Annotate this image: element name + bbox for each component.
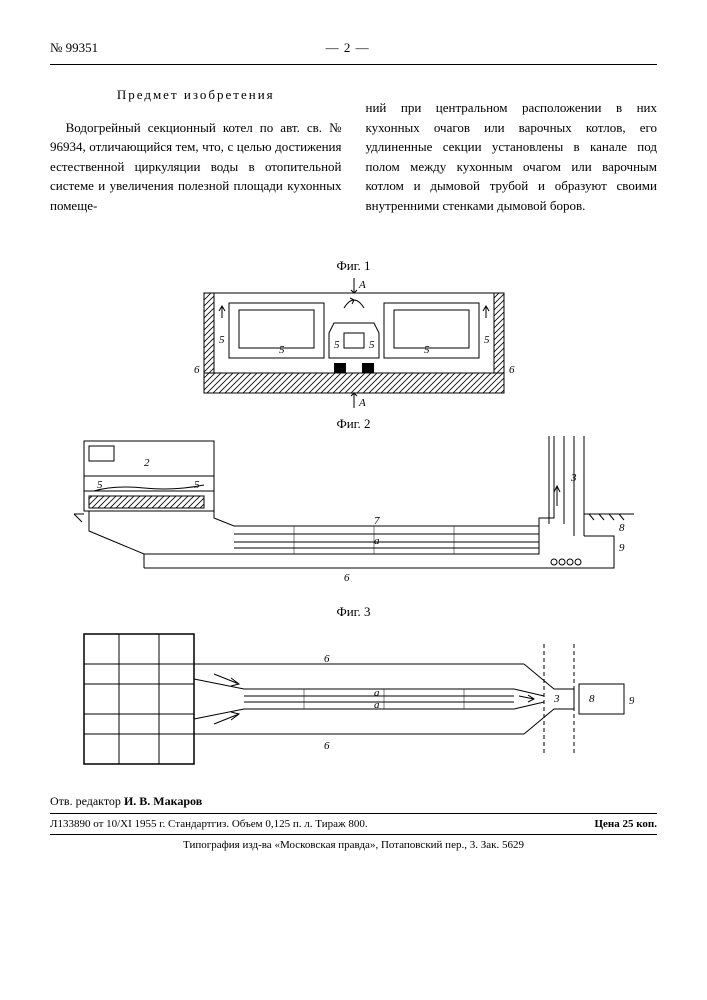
svg-text:9: 9 bbox=[629, 695, 634, 707]
svg-text:7: 7 bbox=[374, 515, 380, 527]
subject-title: Предмет изобретения bbox=[50, 85, 342, 105]
claim-right: ний при центральном расположении в них к… bbox=[366, 98, 658, 215]
svg-text:a: a bbox=[374, 535, 380, 547]
editor-name: И. В. Макаров bbox=[124, 794, 202, 808]
page-number: — 2 — bbox=[326, 40, 370, 56]
fig1-caption: Фиг. 1 bbox=[50, 258, 657, 274]
svg-text:6: 6 bbox=[509, 364, 515, 376]
header-rule bbox=[50, 64, 657, 65]
fig3-caption: Фиг. 3 bbox=[50, 604, 657, 620]
footer-price: Цена 25 коп. bbox=[594, 818, 657, 830]
svg-text:8: 8 bbox=[589, 693, 595, 705]
svg-text:5: 5 bbox=[97, 479, 103, 491]
svg-text:6: 6 bbox=[324, 740, 330, 752]
svg-text:6: 6 bbox=[194, 364, 200, 376]
fig1-label-A-top: A bbox=[358, 279, 366, 291]
svg-text:2: 2 bbox=[144, 457, 150, 469]
footer-line1-left: Л133890 от 10/XI 1955 г. Стандартгиз. Об… bbox=[50, 818, 368, 830]
footer-typography: Типография изд-ва «Московская правда», П… bbox=[50, 839, 657, 851]
svg-text:5: 5 bbox=[369, 339, 375, 351]
svg-text:3: 3 bbox=[553, 693, 560, 705]
fig3-svg: 6 6 a a 3 8 9 bbox=[74, 624, 634, 774]
fig2-caption: Фиг. 2 bbox=[50, 416, 657, 432]
svg-text:5: 5 bbox=[194, 479, 200, 491]
svg-text:3: 3 bbox=[570, 472, 577, 484]
svg-text:5: 5 bbox=[484, 334, 490, 346]
svg-text:5: 5 bbox=[279, 344, 285, 356]
footer: Отв. редактор И. В. Макаров Л133890 от 1… bbox=[50, 794, 657, 851]
claims-text: Предмет изобретения Водогрейный секционн… bbox=[50, 85, 657, 228]
svg-text:5: 5 bbox=[219, 334, 225, 346]
svg-text:9: 9 bbox=[619, 542, 625, 554]
editor-prefix: Отв. редактор bbox=[50, 794, 124, 808]
svg-text:5: 5 bbox=[334, 339, 340, 351]
claim-left: Водогрейный секционный котел по авт. св.… bbox=[50, 118, 342, 216]
fig1-label-A-bot: A bbox=[358, 397, 366, 408]
svg-text:a: a bbox=[374, 687, 380, 699]
svg-text:6: 6 bbox=[324, 653, 330, 665]
fig2-svg: 2 5 5 7 a 6 3 8 9 bbox=[74, 436, 634, 596]
svg-text:a: a bbox=[374, 699, 380, 711]
svg-text:5: 5 bbox=[424, 344, 430, 356]
doc-number: № 99351 bbox=[50, 40, 98, 56]
svg-text:6: 6 bbox=[344, 572, 350, 584]
svg-text:8: 8 bbox=[619, 522, 625, 534]
fig1-svg: A A 5 5 5 5 5 5 6 6 bbox=[184, 278, 524, 408]
